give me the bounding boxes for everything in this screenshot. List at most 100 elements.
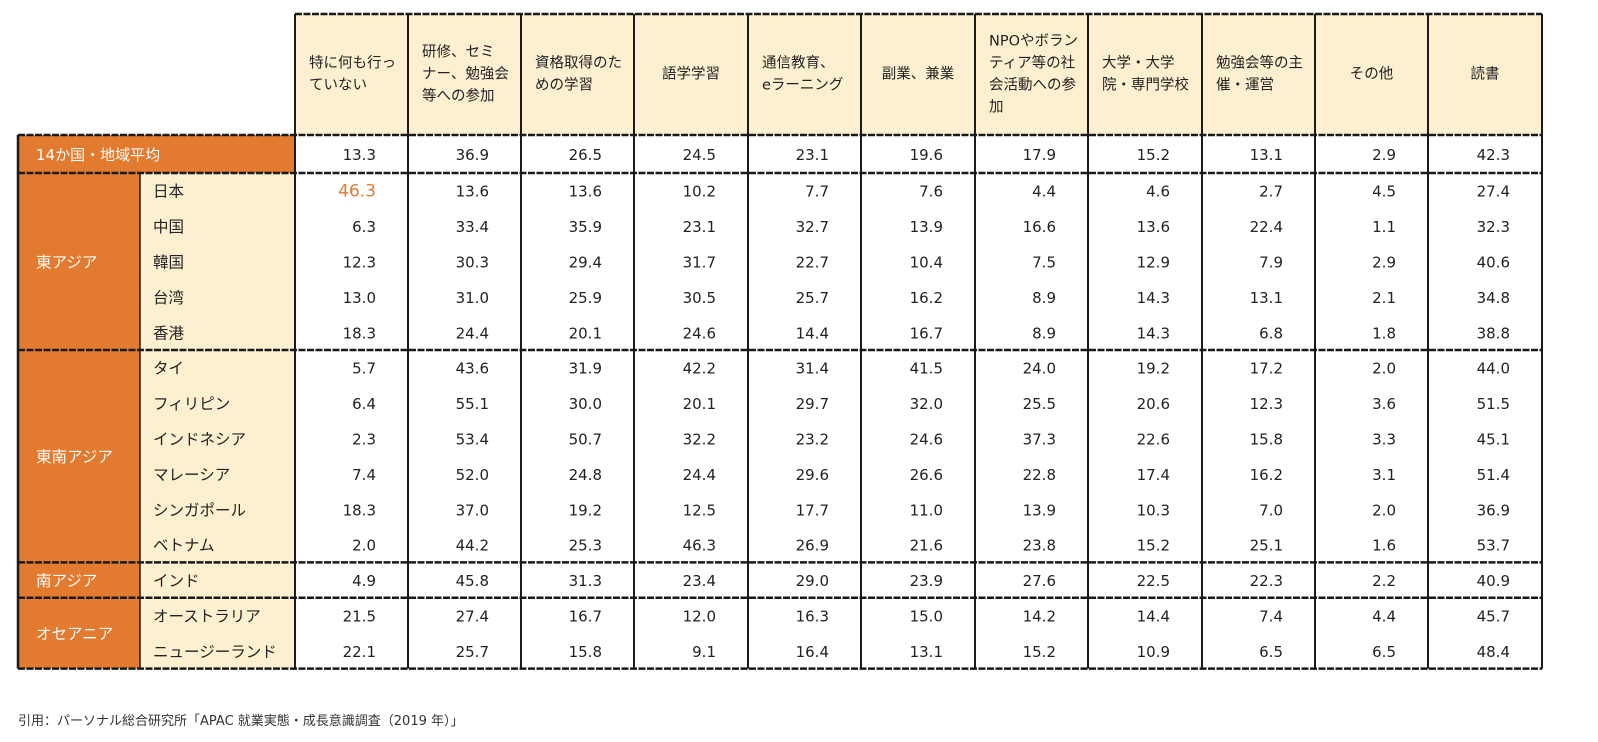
cell-value: 5.7	[352, 360, 376, 378]
cell-value: 45.1	[1477, 431, 1510, 449]
cell-value: 15.8	[1250, 431, 1283, 449]
cell-value: 31.4	[796, 360, 829, 378]
average-value: 17.9	[1023, 146, 1056, 164]
cell-value: 21.6	[910, 537, 943, 555]
cell-value: 8.9	[1032, 289, 1056, 307]
cell-value: 36.9	[1477, 501, 1510, 519]
cell-value: 29.7	[796, 395, 829, 413]
cell-value: 22.7	[796, 254, 829, 272]
cell-value: 6.3	[352, 218, 376, 236]
column-header-line: NPOやボラン	[989, 33, 1078, 50]
country-label: インドネシア	[153, 431, 246, 449]
cell-value: 14.4	[796, 324, 829, 342]
cell-value: 2.1	[1372, 289, 1396, 307]
group-label-column	[18, 173, 140, 669]
cell-value: 10.2	[683, 183, 716, 201]
cell-value: 55.1	[456, 395, 489, 413]
cell-value: 20.6	[1137, 395, 1170, 413]
cell-value: 43.6	[456, 360, 489, 378]
cell-value: 18.3	[343, 324, 376, 342]
average-row-label: 14か国・地域平均	[36, 146, 160, 164]
column-header-line: ナー、勉強会	[422, 66, 509, 83]
cell-value: 15.8	[569, 643, 602, 661]
cell-value: 2.0	[352, 537, 376, 555]
cell-value: 19.2	[1137, 360, 1170, 378]
country-label: シンガポール	[153, 501, 246, 519]
average-value: 13.3	[343, 146, 376, 164]
cell-value: 29.0	[796, 572, 829, 590]
average-value: 23.1	[796, 146, 829, 164]
cell-value: 33.4	[456, 218, 489, 236]
cell-value: 25.1	[1250, 537, 1283, 555]
cell-value: 22.6	[1137, 431, 1170, 449]
cell-value: 2.9	[1372, 254, 1396, 272]
cell-value: 2.7	[1259, 183, 1283, 201]
cell-value: 25.7	[796, 289, 829, 307]
column-header-line: その他	[1350, 66, 1394, 83]
cell-value: 7.0	[1259, 501, 1283, 519]
cell-value: 16.3	[796, 608, 829, 626]
cell-value: 23.4	[683, 572, 716, 590]
cell-value: 3.1	[1372, 466, 1396, 484]
column-header-line: ティア等の社	[989, 54, 1075, 72]
column-header-line: 院・専門学校	[1102, 77, 1189, 94]
cell-value: 44.0	[1477, 360, 1510, 378]
highlighted-value: 46.3	[338, 182, 376, 202]
cell-value: 27.4	[1477, 183, 1510, 201]
cell-value: 13.1	[1250, 289, 1283, 307]
cell-value: 15.0	[910, 608, 943, 626]
cell-value: 4.4	[1032, 183, 1056, 201]
cell-value: 48.4	[1477, 643, 1510, 661]
cell-value: 25.3	[569, 537, 602, 555]
cell-value: 53.4	[456, 431, 489, 449]
cell-value: 29.6	[796, 466, 829, 484]
cell-value: 23.8	[1023, 537, 1056, 555]
cell-value: 1.6	[1372, 537, 1396, 555]
cell-value: 11.0	[910, 501, 943, 519]
cell-value: 24.4	[456, 324, 489, 342]
cell-value: 32.0	[910, 395, 943, 413]
country-label: ベトナム	[153, 537, 215, 555]
cell-value: 30.5	[683, 289, 716, 307]
group-label: 東南アジア	[36, 448, 113, 466]
cell-value: 40.9	[1477, 572, 1510, 590]
cell-value: 16.4	[796, 643, 829, 661]
cell-value: 24.4	[683, 466, 716, 484]
cell-value: 6.5	[1259, 643, 1283, 661]
cell-value: 23.2	[796, 431, 829, 449]
cell-value: 50.7	[569, 431, 602, 449]
cell-value: 16.2	[1250, 466, 1283, 484]
cell-value: 46.3	[683, 537, 716, 555]
cell-value: 30.3	[456, 254, 489, 272]
cell-value: 12.0	[683, 608, 716, 626]
cell-value: 30.0	[569, 395, 602, 413]
cell-value: 27.6	[1023, 572, 1056, 590]
cell-value: 24.0	[1023, 360, 1056, 378]
cell-value: 15.2	[1137, 537, 1170, 555]
cell-value: 7.9	[1259, 254, 1283, 272]
header-background	[295, 14, 1542, 135]
cell-value: 16.2	[910, 289, 943, 307]
cell-value: 24.8	[569, 466, 602, 484]
column-header-line: 副業、兼業	[882, 66, 955, 83]
cell-value: 12.3	[343, 254, 376, 272]
cell-value: 14.2	[1023, 608, 1056, 626]
cell-value: 25.5	[1023, 395, 1056, 413]
cell-value: 7.5	[1032, 254, 1056, 272]
cell-value: 13.6	[456, 183, 489, 201]
cell-value: 7.4	[1259, 608, 1283, 626]
cell-value: 1.8	[1372, 324, 1396, 342]
cell-value: 7.7	[805, 183, 829, 201]
cell-value: 22.4	[1250, 218, 1283, 236]
average-label-cell	[18, 135, 295, 173]
cell-value: 19.2	[569, 501, 602, 519]
average-value: 13.1	[1250, 146, 1283, 164]
cell-value: 41.5	[910, 360, 943, 378]
column-header-line: めの学習	[535, 77, 593, 94]
cell-value: 17.2	[1250, 360, 1283, 378]
group-label: 南アジア	[36, 572, 97, 590]
country-label: 日本	[153, 183, 184, 201]
average-value: 26.5	[569, 146, 602, 164]
group-label: 東アジア	[36, 254, 97, 272]
